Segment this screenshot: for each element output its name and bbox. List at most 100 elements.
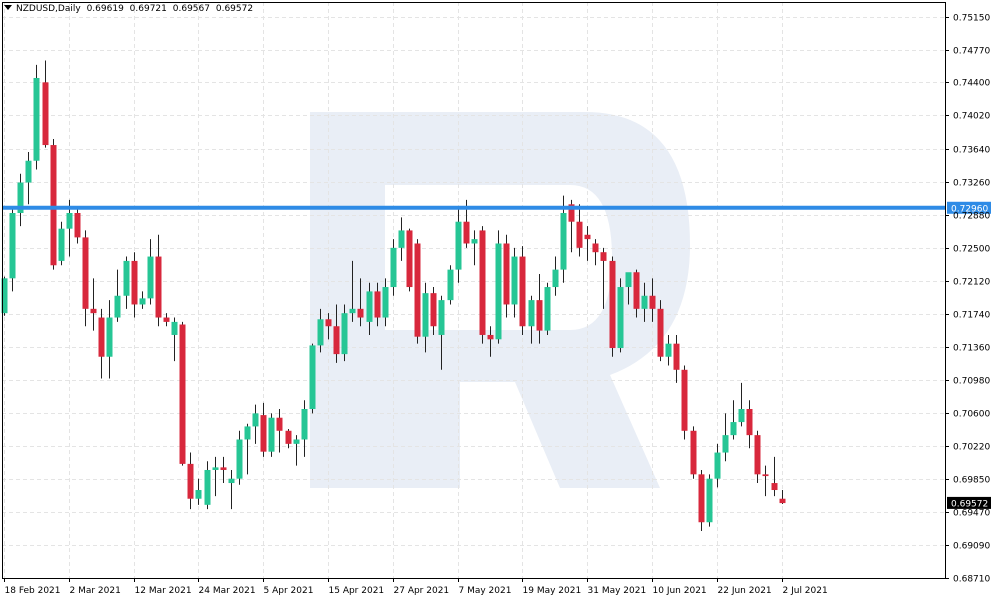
candle-bull (171, 321, 178, 335)
price-tick-label: 0.75150 (953, 14, 990, 24)
candle-bull (236, 439, 243, 479)
date-tick-label: 27 Apr 2021 (394, 586, 450, 596)
price-tick-label: 0.68710 (953, 575, 990, 585)
candle-bear (50, 145, 57, 266)
candle-bull (341, 313, 348, 355)
candle-bull (560, 213, 567, 270)
candle-bear (260, 415, 267, 452)
candle-bear (131, 260, 138, 305)
candle-bull (722, 435, 729, 453)
candle-bear (155, 256, 162, 318)
price-tick-label: 0.69470 (953, 509, 990, 519)
date-tick-label: 18 Feb 2021 (5, 586, 61, 596)
candle-bull (17, 182, 24, 214)
price-axis: 0.75150 0.74770 0.74400 0.74020 0.73640 0.732… (945, 14, 991, 585)
candle-bull (495, 243, 502, 340)
candle-bear (325, 319, 332, 327)
candle-bear (592, 243, 599, 253)
candle-bear (42, 82, 49, 146)
candle-bear (584, 234, 591, 240)
price-tick-label: 0.70600 (953, 410, 990, 420)
candle-bull (349, 308, 356, 314)
candle-bull (544, 287, 551, 331)
broker-logo-watermark (310, 112, 690, 488)
date-tick-label: 22 Jun 2021 (718, 586, 772, 596)
candle-bear (163, 317, 170, 322)
candle-bear (681, 369, 688, 431)
candle-bear (779, 498, 786, 504)
candle-bear (187, 463, 194, 499)
candle-bear (179, 324, 186, 464)
candle-bull (25, 160, 32, 183)
candle-bull (228, 478, 235, 484)
price-tick-label: 0.72880 (953, 212, 990, 222)
candle-bull (309, 345, 316, 410)
candle-bear (536, 300, 543, 331)
candle-bear (357, 308, 364, 318)
date-tick-label: 19 May 2021 (523, 586, 582, 596)
candle-bear (414, 243, 421, 337)
candle-bull (252, 413, 259, 427)
dropdown-triangle-icon[interactable] (4, 5, 12, 10)
candle-bear (609, 260, 616, 349)
candle-bear (503, 243, 510, 305)
candle-bear (568, 204, 575, 222)
candle-bull (471, 239, 478, 244)
plot-border (2, 2, 946, 579)
candle-bull (382, 287, 389, 318)
candle-bear (600, 252, 607, 261)
candle-bear (333, 326, 340, 355)
current-price-label: 0.69572 (951, 499, 988, 509)
price-tick-label: 0.74020 (953, 112, 990, 122)
candle-bear (463, 221, 470, 244)
date-tick-label: 15 Apr 2021 (329, 586, 385, 596)
price-tick-label: 0.71360 (953, 344, 990, 354)
candle-bull (9, 213, 16, 279)
candle-bear (698, 474, 705, 523)
low-value: 0.69567 (172, 4, 210, 14)
candle-bear (82, 237, 89, 309)
candle-bull (455, 221, 462, 270)
candle-bull (398, 230, 405, 248)
price-tick-label: 0.74400 (953, 79, 990, 89)
price-tick-label: 0.74770 (953, 47, 990, 57)
candle-bull (438, 300, 445, 335)
candle-bull (366, 291, 373, 322)
horizontal-level[interactable]: 0.72960 (2, 201, 991, 215)
price-tick-label: 0.73640 (953, 146, 990, 156)
candle-bull (552, 269, 559, 288)
date-tick-label: 10 Jun 2021 (653, 586, 707, 596)
candle-bull (730, 422, 737, 436)
candle-bull (114, 295, 121, 318)
candle-bull (706, 478, 713, 523)
candle-bull (511, 256, 518, 305)
candle-bull (139, 298, 146, 305)
candle-bull (204, 469, 211, 505)
candle-bear (690, 430, 697, 475)
price-tick-label: 0.73260 (953, 179, 990, 189)
candle-bear (633, 272, 640, 309)
candle-bear (220, 467, 227, 470)
candle-bear (74, 213, 81, 238)
candle-bull (665, 343, 672, 357)
candle-bull (244, 426, 251, 440)
candle-bull (617, 287, 624, 349)
candle-bear (479, 230, 486, 335)
candle-bear (649, 295, 656, 309)
level-price-tag (947, 201, 991, 214)
candle-bear (771, 483, 778, 491)
date-tick-label: 5 Apr 2021 (264, 586, 314, 596)
date-tick-label: 2 Jul 2021 (783, 586, 828, 596)
chart-header: NZDUSD,Daily 0.69619 0.69721 0.69567 0.6… (4, 4, 256, 14)
candle-bear (90, 308, 97, 314)
chart-frame (2, 2, 946, 579)
candle-bull (33, 77, 40, 161)
candle-bear (374, 291, 381, 318)
candle-bull (1, 278, 8, 314)
candle-bull (738, 409, 745, 423)
candle-bull (293, 439, 300, 444)
date-tick-label: 12 Mar 2021 (135, 586, 192, 596)
price-tick-label: 0.71740 (953, 311, 990, 321)
candle-bear (673, 343, 680, 370)
